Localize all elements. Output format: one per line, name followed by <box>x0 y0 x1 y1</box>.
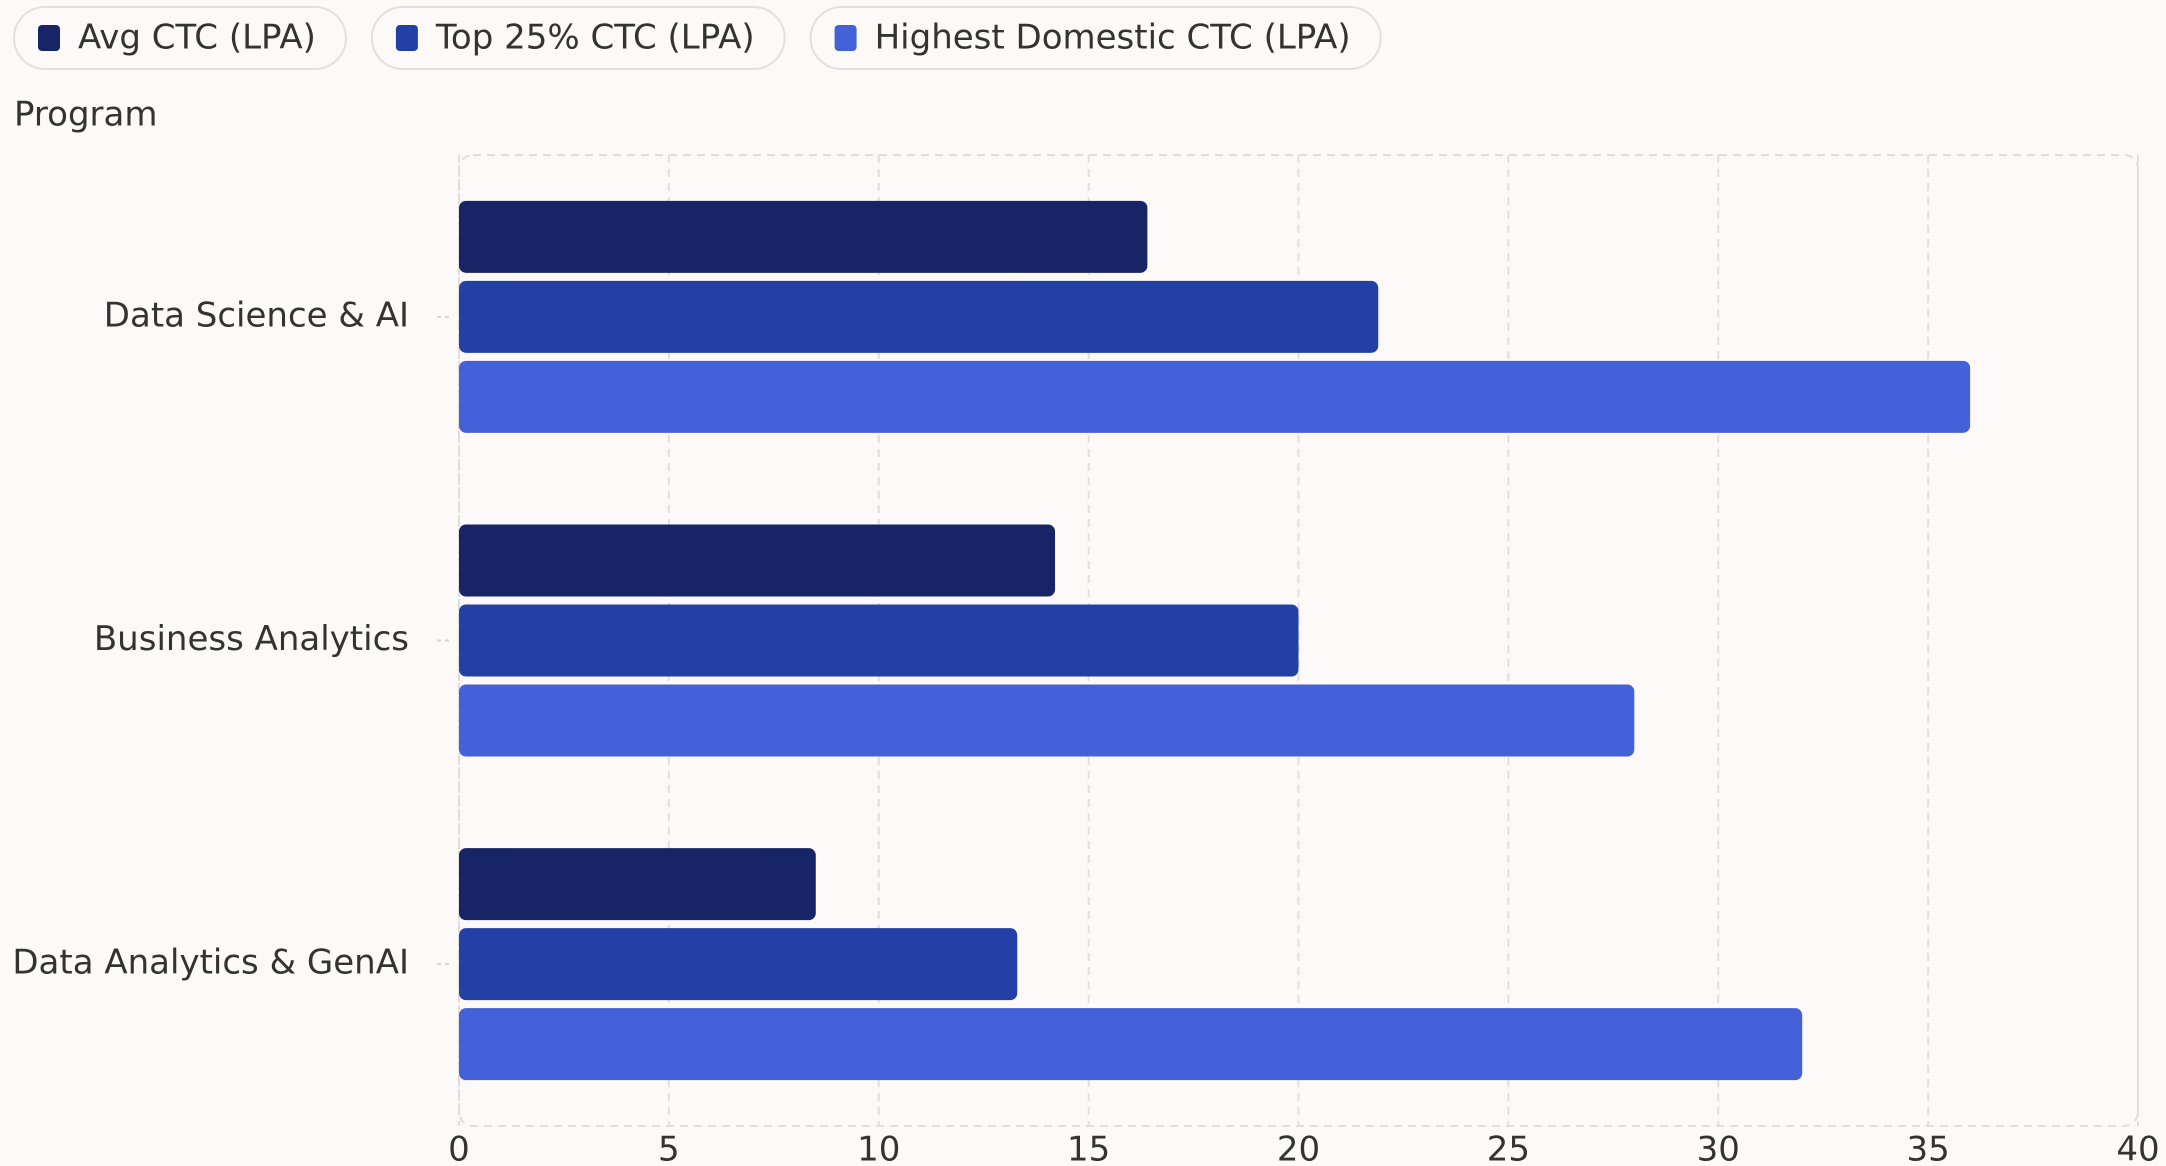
legend-label: Highest Domestic CTC (LPA) <box>875 18 1351 58</box>
legend-chip <box>13 6 347 70</box>
bar <box>459 280 1379 353</box>
y-tick-label: Data Science & AI <box>104 295 409 335</box>
x-tick-label: 25 <box>1487 1130 1530 1166</box>
y-tick-label: Data Analytics & GenAI <box>12 943 409 983</box>
legend-swatch <box>395 25 418 51</box>
bar <box>459 684 1635 757</box>
legend-chip <box>370 6 786 70</box>
bar <box>459 604 1299 677</box>
legend-label: Top 25% CTC (LPA) <box>435 18 755 58</box>
legend-item: Avg CTC (LPA) <box>13 6 347 70</box>
bar <box>459 524 1056 597</box>
legend-item: Highest Domestic CTC (LPA) <box>809 6 1382 70</box>
bar <box>459 848 816 921</box>
x-tick-label: 15 <box>1067 1130 1110 1166</box>
x-tick-label: 40 <box>2116 1130 2159 1166</box>
x-tick-label: 5 <box>658 1130 680 1166</box>
bar <box>459 200 1148 273</box>
y-axis-title: Program <box>14 95 157 135</box>
legend-item: Top 25% CTC (LPA) <box>370 6 786 70</box>
bar <box>459 360 1971 433</box>
x-tick-label: 10 <box>857 1130 900 1166</box>
legend-label: Avg CTC (LPA) <box>78 18 316 58</box>
x-tick-label: 0 <box>448 1130 470 1166</box>
x-tick-label: 30 <box>1697 1130 1740 1166</box>
x-tick-label: 20 <box>1277 1130 1320 1166</box>
legend-chip <box>809 6 1382 70</box>
y-tick-label: Business Analytics <box>94 619 409 659</box>
legend-swatch <box>38 25 60 51</box>
bar <box>459 1008 1803 1081</box>
x-tick-label: 35 <box>1906 1130 1949 1166</box>
legend-swatch <box>834 25 857 51</box>
bar <box>459 928 1018 1001</box>
